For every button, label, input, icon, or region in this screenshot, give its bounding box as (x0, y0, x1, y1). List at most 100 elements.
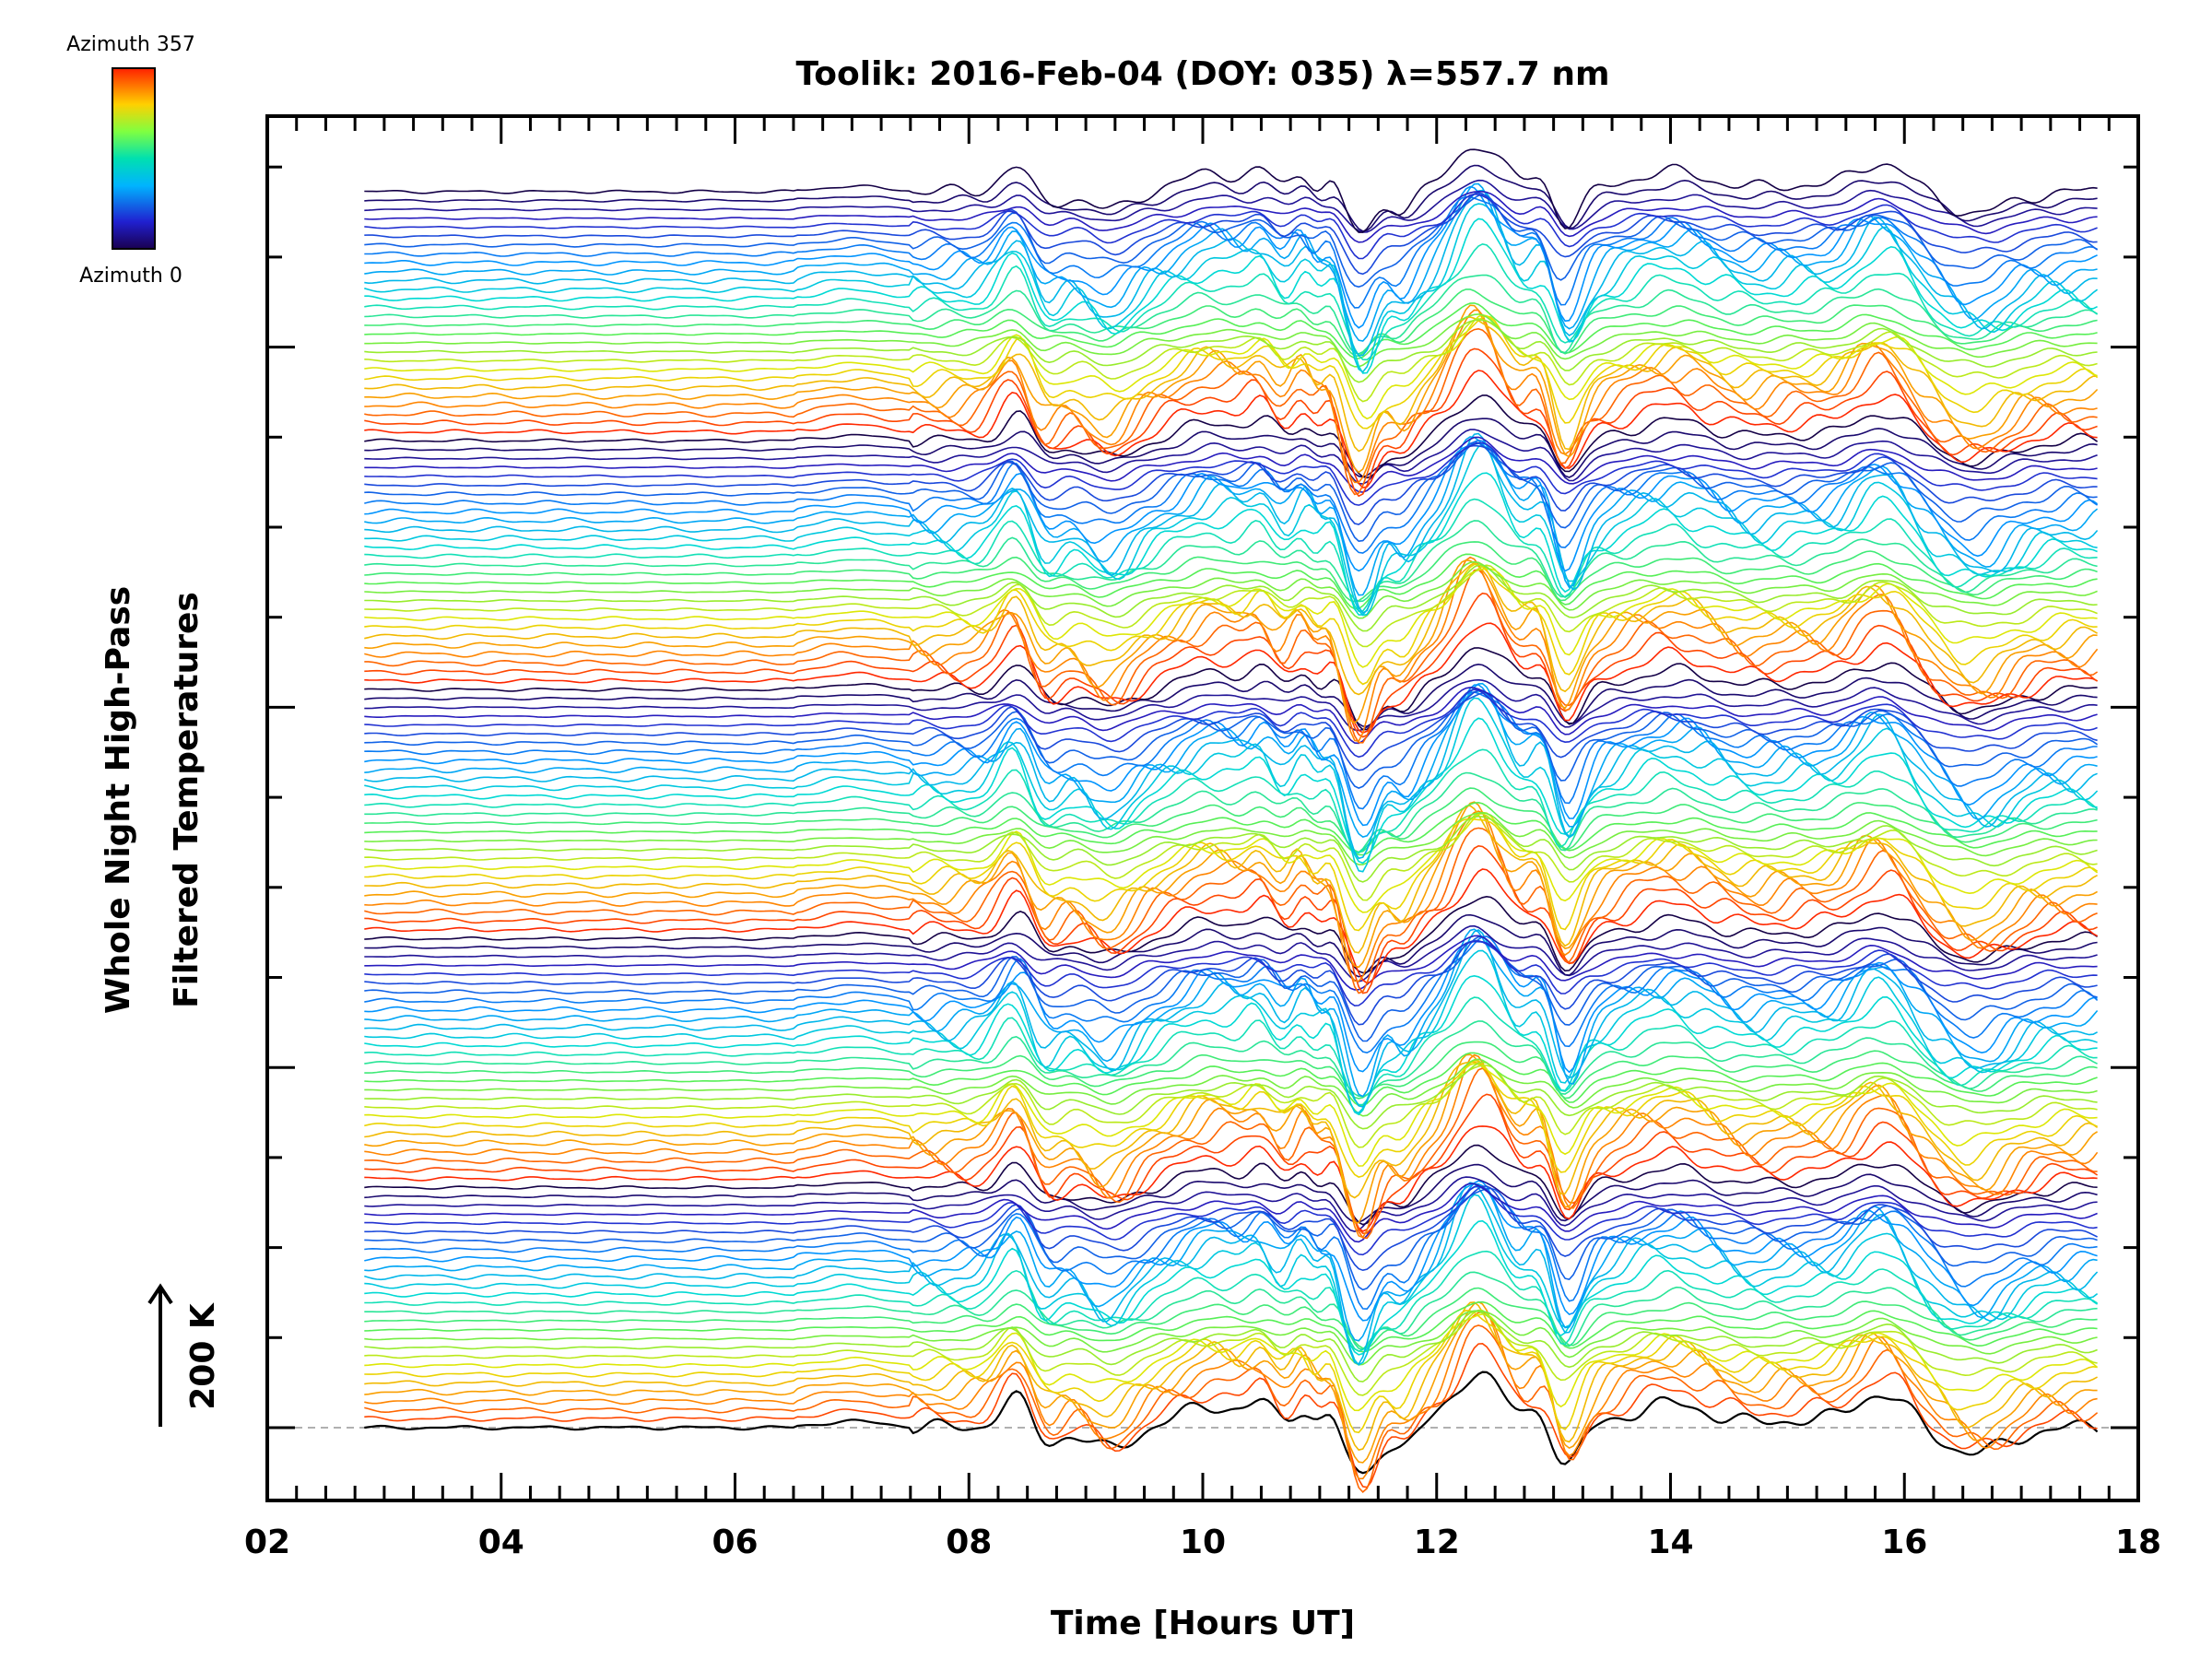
axis-ticks (265, 116, 2140, 1500)
x-axis-label: Time [Hours UT] (1051, 1605, 1355, 1642)
y-axis-label-line2: Filtered Temperatures (168, 592, 206, 1008)
trace-line (364, 1312, 2099, 1412)
trace-line (364, 304, 2099, 474)
trace-line (364, 592, 2099, 738)
trace-line (364, 189, 2098, 357)
trace-line (364, 818, 2099, 932)
colorbar-gradient (112, 67, 156, 250)
trace-line (364, 370, 2098, 488)
trace-line (364, 195, 2098, 309)
trace-line (364, 691, 2098, 810)
trace-line (364, 1053, 2099, 1224)
trace-line (364, 1309, 2098, 1434)
trace-line (364, 1300, 2098, 1464)
trace-line (364, 164, 2098, 232)
trace-line (364, 242, 2099, 361)
trace-line (364, 436, 2099, 596)
colorbar: Azimuth 357 Azimuth 0 (66, 33, 195, 288)
trace-line (364, 568, 2098, 668)
trace-line (364, 801, 2099, 969)
trace-line (364, 811, 2098, 865)
trace-line (364, 441, 2098, 506)
trace-line (364, 316, 2098, 453)
trace-line (364, 185, 2098, 329)
trace-line (364, 1187, 2098, 1291)
trace-line (364, 520, 2098, 603)
trace-line (364, 812, 2098, 901)
trace-line (364, 318, 2098, 403)
trace-line (364, 564, 2098, 648)
trace-line (364, 1301, 2098, 1452)
trace-line (364, 940, 2098, 1007)
trace-line (364, 563, 2098, 686)
trace-line (364, 1185, 2098, 1311)
trace-line (364, 1180, 2098, 1322)
trace-line (364, 309, 2098, 484)
trace-line (364, 682, 2098, 838)
trace-line (364, 288, 2098, 358)
trace-line (364, 996, 2098, 1106)
trace-line (364, 748, 2099, 853)
x-tick-label: 12 (1414, 1524, 1460, 1561)
trace-line (364, 1020, 2098, 1098)
trace-line (364, 193, 2098, 260)
trace-line (364, 717, 2098, 865)
trace-line (364, 327, 2098, 496)
trace-line (364, 949, 2098, 1114)
trace-line (364, 218, 2098, 374)
trace-line (364, 1287, 2098, 1349)
trace-line (364, 315, 2099, 429)
trace-line (364, 313, 2098, 420)
trace-line (364, 1184, 2098, 1256)
trace-line (364, 687, 2098, 745)
scale-bar: 200 K (147, 1283, 222, 1427)
trace-line (364, 1041, 2098, 1100)
trace-line (364, 929, 2098, 1108)
trace-line (364, 1310, 2098, 1382)
trace-line (364, 569, 2099, 744)
y-axis-label: Whole Night High-Pass Filtered Temperatu… (100, 586, 206, 1014)
trace-line (364, 1053, 2099, 1239)
y-axis-label-line1: Whole Night High-Pass (100, 586, 137, 1014)
trace-line (364, 815, 2098, 883)
trace-line (364, 1061, 2098, 1130)
x-tick-labels: 02 04 06 08 10 12 14 16 18 (244, 1524, 2161, 1561)
trace-line (364, 559, 2098, 724)
trace-line (364, 1300, 2098, 1353)
trace-line (364, 148, 2098, 233)
trace-line (364, 1125, 2098, 1232)
trace-line (364, 1176, 2098, 1232)
trace-line (364, 1163, 2098, 1223)
trace-line (364, 194, 2099, 288)
x-tick-label: 10 (1180, 1524, 1226, 1561)
trace-line (364, 203, 2099, 373)
trace-line (364, 442, 2099, 572)
trace-line (364, 274, 2099, 355)
trace-line (364, 689, 2098, 771)
chart-title: Toolik: 2016-Feb-04 (DOY: 035) λ=557.7 n… (796, 55, 1610, 93)
colorbar-bottom-label: Azimuth 0 (79, 265, 182, 288)
trace-line (364, 1052, 2098, 1107)
trace-line (364, 1342, 2098, 1488)
colorbar-top-label: Azimuth 357 (66, 33, 195, 56)
trace-line (364, 564, 2098, 632)
trace-line (364, 939, 2098, 1026)
trace-line (364, 678, 2098, 732)
trace-line (364, 787, 2098, 853)
trace-line (364, 472, 2098, 616)
trace-line (364, 553, 2098, 610)
trace-line (364, 302, 2098, 359)
trace-line (364, 690, 2098, 860)
trace-line (364, 439, 2099, 554)
trace-group (364, 148, 2099, 1494)
trace-line (364, 924, 2098, 982)
trace-line (364, 441, 2098, 543)
trace-line (364, 498, 2098, 613)
trace-line (364, 844, 2098, 994)
trace-line (364, 1219, 2099, 1356)
trace-line (364, 182, 2098, 342)
trace-line (364, 1250, 2099, 1352)
trace-line (364, 1311, 2098, 1480)
trace-line (364, 771, 2098, 853)
trace-line (364, 418, 2098, 478)
